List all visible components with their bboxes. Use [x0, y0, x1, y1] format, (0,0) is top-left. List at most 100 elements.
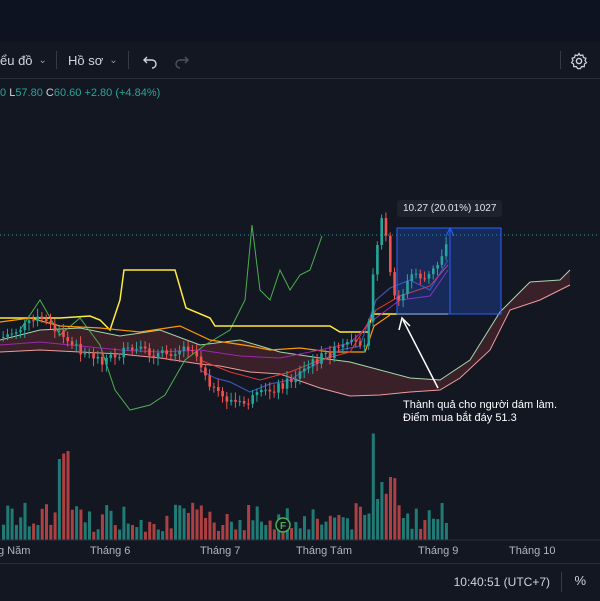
- candle-body: [260, 389, 263, 393]
- candle-body: [57, 330, 61, 332]
- profile-menu[interactable]: Hồ sơ ⌄: [68, 42, 118, 78]
- volume-bar: [40, 508, 44, 540]
- x-tick: Tháng 10: [509, 545, 555, 557]
- volume-bar: [178, 505, 182, 540]
- close-value: 60.60: [53, 87, 82, 99]
- candle-body: [238, 401, 242, 403]
- volume-bar: [225, 514, 229, 540]
- price-chart[interactable]: F g Năm Tháng 6 Tháng 7 Tháng Tám Tháng …: [0, 0, 600, 563]
- volume-bar: [186, 512, 190, 540]
- candle-body: [341, 344, 345, 348]
- volume-bar: [401, 518, 405, 540]
- volume-bar: [427, 510, 431, 540]
- chevron-down-icon: ⌄: [38, 54, 47, 66]
- redo-button[interactable]: [171, 50, 193, 72]
- volume-bar: [376, 499, 380, 540]
- x-tick: Tháng 9: [418, 545, 458, 557]
- volume-bar: [315, 518, 319, 540]
- candle-body: [242, 401, 246, 404]
- candle-body: [70, 341, 74, 345]
- volume-bar: [143, 531, 147, 540]
- volume-bar: [307, 529, 311, 540]
- settings-button[interactable]: [568, 50, 590, 72]
- candle-body: [14, 332, 18, 334]
- candle-body: [432, 268, 435, 275]
- percent-toggle[interactable]: %: [574, 573, 586, 588]
- candle-body: [109, 354, 113, 358]
- candle-body: [165, 350, 168, 355]
- volume-bar: [208, 511, 212, 540]
- volume-bar: [10, 508, 14, 540]
- candle-body: [217, 387, 220, 392]
- ma-fast: [199, 259, 449, 393]
- candle-body: [195, 350, 199, 357]
- clock[interactable]: 10:40:51 (UTC+7): [453, 575, 550, 589]
- candle-body: [199, 356, 203, 368]
- candle-body: [6, 334, 9, 337]
- volume-bar: [264, 525, 268, 540]
- candle-body: [298, 371, 302, 379]
- volume-bar: [346, 518, 349, 540]
- candle-body: [79, 343, 82, 355]
- candle-body: [272, 391, 276, 393]
- candle-body: [2, 336, 5, 338]
- volume-bar: [324, 521, 328, 540]
- candle-body: [225, 396, 229, 402]
- candle-body: [152, 355, 156, 359]
- volume-bar: [174, 504, 177, 540]
- volume-bar: [49, 524, 53, 540]
- volume-bar: [337, 514, 341, 540]
- candle-body: [161, 350, 164, 354]
- candle-body: [96, 356, 100, 359]
- volume-bar: [75, 506, 79, 540]
- ichimoku-cloud: [0, 270, 570, 396]
- candle-body: [401, 293, 405, 301]
- x-tick: Tháng 7: [200, 545, 240, 557]
- volume-bar: [221, 525, 225, 540]
- low-label: L: [9, 87, 16, 99]
- candle-body: [156, 353, 160, 359]
- legend-dot: 0: [0, 87, 7, 99]
- volume-bar: [57, 459, 61, 540]
- volume-bar: [303, 516, 306, 540]
- candle-body: [19, 330, 22, 333]
- candle-body: [221, 391, 224, 397]
- annotation-line-1: Thành quả cho người dám làm.: [403, 399, 557, 411]
- candle-body: [290, 378, 293, 382]
- senkou-span-a: [0, 269, 571, 381]
- candle-body: [40, 316, 44, 320]
- volume-bar: [83, 522, 87, 540]
- volume-marker: F: [280, 521, 286, 532]
- candle-body: [281, 383, 285, 389]
- candle-body: [186, 346, 190, 351]
- candle-body: [229, 399, 233, 402]
- candle-body: [10, 333, 14, 335]
- volume-bar: [27, 526, 31, 540]
- candle-body: [212, 386, 216, 388]
- volume-bar: [354, 503, 358, 540]
- candle-body: [83, 353, 87, 355]
- volume-bar: [350, 529, 354, 540]
- candle-body: [367, 321, 371, 346]
- volume-bar: [122, 506, 126, 540]
- volume-bar: [6, 505, 10, 540]
- undo-button[interactable]: [139, 50, 161, 72]
- volume-bar: [333, 517, 337, 540]
- x-tick: g Năm: [0, 545, 30, 557]
- top-strip: [0, 0, 600, 42]
- volume-bar: [358, 506, 362, 540]
- volume-bar: [70, 509, 74, 540]
- chart-menu[interactable]: ểu đồ ⌄: [0, 42, 47, 78]
- volume-bar: [169, 528, 173, 540]
- candle-body: [135, 348, 138, 351]
- profile-menu-label: Hồ sơ: [68, 52, 104, 68]
- candle-body: [75, 343, 78, 345]
- x-tick: Tháng 6: [90, 545, 130, 557]
- candle-body: [113, 354, 117, 358]
- volume-bar: [234, 529, 238, 540]
- volume-bar: [182, 508, 186, 540]
- ma-slow: [0, 269, 449, 359]
- candle-body: [66, 337, 70, 342]
- volume-bar: [126, 523, 130, 540]
- candle-body: [337, 346, 340, 348]
